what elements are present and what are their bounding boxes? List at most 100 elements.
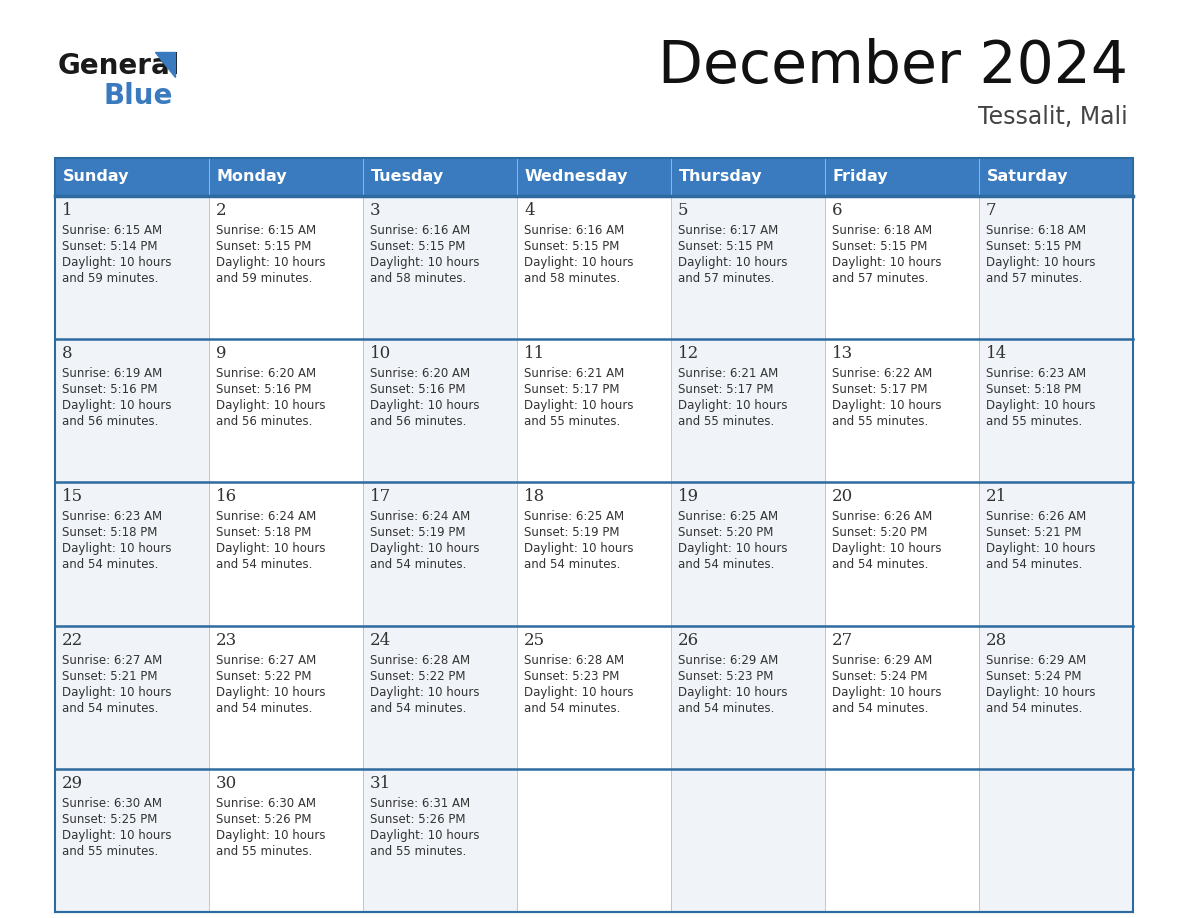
Bar [824,625,979,768]
Text: Daylight: 10 hours: Daylight: 10 hours [216,686,326,699]
Text: Sunrise: 6:16 AM: Sunrise: 6:16 AM [524,224,624,237]
Text: Sunrise: 6:26 AM: Sunrise: 6:26 AM [832,510,933,523]
Text: Sunset: 5:24 PM: Sunset: 5:24 PM [986,669,1081,683]
Text: Sunset: 5:16 PM: Sunset: 5:16 PM [62,383,158,397]
Text: Sunset: 5:20 PM: Sunset: 5:20 PM [832,526,928,540]
Text: Tuesday: Tuesday [371,170,444,185]
Text: Daylight: 10 hours: Daylight: 10 hours [832,256,942,269]
Text: Sunrise: 6:28 AM: Sunrise: 6:28 AM [524,654,624,666]
Text: Sunset: 5:23 PM: Sunset: 5:23 PM [678,669,773,683]
Text: Monday: Monday [217,170,287,185]
Bar [55,482,209,625]
Text: Sunset: 5:22 PM: Sunset: 5:22 PM [369,669,466,683]
Bar [517,158,671,196]
Text: Sunset: 5:25 PM: Sunset: 5:25 PM [62,812,157,826]
Text: Sunday: Sunday [63,170,129,185]
Bar [364,625,517,768]
Text: 3: 3 [369,202,380,219]
Polygon shape [154,52,175,77]
Text: Sunrise: 6:26 AM: Sunrise: 6:26 AM [986,510,1086,523]
Text: Sunset: 5:15 PM: Sunset: 5:15 PM [986,240,1081,253]
Text: and 56 minutes.: and 56 minutes. [369,415,467,428]
Text: Sunset: 5:15 PM: Sunset: 5:15 PM [369,240,466,253]
Text: Sunset: 5:16 PM: Sunset: 5:16 PM [216,383,311,397]
Text: Sunset: 5:15 PM: Sunset: 5:15 PM [678,240,773,253]
Bar [55,625,209,768]
Bar [824,482,979,625]
Text: Daylight: 10 hours: Daylight: 10 hours [678,686,788,699]
Text: 31: 31 [369,775,391,792]
Text: Daylight: 10 hours: Daylight: 10 hours [524,543,633,555]
Text: 2: 2 [216,202,227,219]
Bar [517,339,671,482]
Text: 25: 25 [524,632,545,649]
Text: and 54 minutes.: and 54 minutes. [832,701,928,714]
Text: 29: 29 [62,775,83,792]
Text: Sunset: 5:15 PM: Sunset: 5:15 PM [832,240,928,253]
Text: Sunset: 5:22 PM: Sunset: 5:22 PM [216,669,311,683]
Text: 15: 15 [62,488,83,506]
Text: Daylight: 10 hours: Daylight: 10 hours [369,829,480,842]
Bar [979,158,1133,196]
Text: Daylight: 10 hours: Daylight: 10 hours [216,399,326,412]
Text: Sunset: 5:23 PM: Sunset: 5:23 PM [524,669,619,683]
Bar [824,768,979,912]
Bar [209,625,364,768]
Bar [209,196,364,339]
Text: Sunrise: 6:24 AM: Sunrise: 6:24 AM [369,510,470,523]
Text: Sunrise: 6:24 AM: Sunrise: 6:24 AM [216,510,316,523]
Text: Sunrise: 6:19 AM: Sunrise: 6:19 AM [62,367,163,380]
Text: Daylight: 10 hours: Daylight: 10 hours [524,686,633,699]
Text: and 58 minutes.: and 58 minutes. [369,272,466,285]
Text: 22: 22 [62,632,83,649]
Text: Daylight: 10 hours: Daylight: 10 hours [524,399,633,412]
Bar [55,158,1133,912]
Text: Sunset: 5:14 PM: Sunset: 5:14 PM [62,240,158,253]
Text: 16: 16 [216,488,238,506]
Text: Daylight: 10 hours: Daylight: 10 hours [678,256,788,269]
Text: Daylight: 10 hours: Daylight: 10 hours [216,543,326,555]
Text: 14: 14 [986,345,1007,363]
Text: 6: 6 [832,202,842,219]
Text: Sunrise: 6:20 AM: Sunrise: 6:20 AM [369,367,470,380]
Text: Sunrise: 6:16 AM: Sunrise: 6:16 AM [369,224,470,237]
Text: 26: 26 [678,632,699,649]
Text: Sunset: 5:24 PM: Sunset: 5:24 PM [832,669,928,683]
Bar [364,339,517,482]
Text: Daylight: 10 hours: Daylight: 10 hours [986,686,1095,699]
Text: 13: 13 [832,345,853,363]
Bar [364,768,517,912]
Text: Daylight: 10 hours: Daylight: 10 hours [832,399,942,412]
Text: Sunrise: 6:21 AM: Sunrise: 6:21 AM [524,367,624,380]
Bar [209,158,364,196]
Bar [364,158,517,196]
Text: and 59 minutes.: and 59 minutes. [62,272,158,285]
Text: 4: 4 [524,202,535,219]
Text: Daylight: 10 hours: Daylight: 10 hours [832,686,942,699]
Bar [517,196,671,339]
Text: Daylight: 10 hours: Daylight: 10 hours [986,399,1095,412]
Text: Daylight: 10 hours: Daylight: 10 hours [62,256,171,269]
Text: Daylight: 10 hours: Daylight: 10 hours [369,686,480,699]
Text: Sunset: 5:21 PM: Sunset: 5:21 PM [986,526,1081,540]
Text: and 54 minutes.: and 54 minutes. [369,701,467,714]
Text: Sunrise: 6:31 AM: Sunrise: 6:31 AM [369,797,470,810]
Bar [979,625,1133,768]
Text: Daylight: 10 hours: Daylight: 10 hours [678,399,788,412]
Text: Sunrise: 6:29 AM: Sunrise: 6:29 AM [986,654,1086,666]
Text: Sunrise: 6:15 AM: Sunrise: 6:15 AM [62,224,162,237]
Bar [671,625,824,768]
Text: Daylight: 10 hours: Daylight: 10 hours [62,543,171,555]
Text: and 56 minutes.: and 56 minutes. [62,415,158,428]
Bar [364,196,517,339]
Text: Sunrise: 6:21 AM: Sunrise: 6:21 AM [678,367,778,380]
Bar [364,482,517,625]
Text: Daylight: 10 hours: Daylight: 10 hours [62,829,171,842]
Text: Daylight: 10 hours: Daylight: 10 hours [369,543,480,555]
Bar [671,482,824,625]
Text: and 58 minutes.: and 58 minutes. [524,272,620,285]
Text: Daylight: 10 hours: Daylight: 10 hours [216,256,326,269]
Text: Sunset: 5:16 PM: Sunset: 5:16 PM [369,383,466,397]
Text: Sunrise: 6:22 AM: Sunrise: 6:22 AM [832,367,933,380]
Text: and 54 minutes.: and 54 minutes. [986,701,1082,714]
